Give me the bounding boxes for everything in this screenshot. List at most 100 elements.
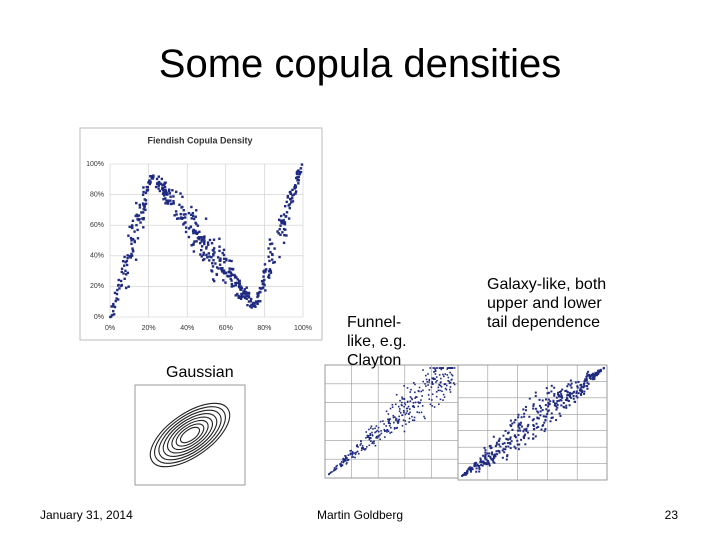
scatter-dot <box>397 422 399 425</box>
scatter-dot <box>431 382 434 384</box>
scatter-dot <box>368 444 371 447</box>
scatter-dot <box>124 286 128 290</box>
scatter-dot <box>580 392 583 395</box>
scatter-dot <box>565 389 568 392</box>
scatter-dot <box>585 377 588 380</box>
scatter-dot <box>386 428 389 431</box>
scatter-dot <box>282 213 286 216</box>
scatter-dot <box>408 417 411 420</box>
scatter-dot <box>534 391 537 394</box>
scatter-dot <box>444 387 447 390</box>
scatter-dot <box>273 247 276 250</box>
scatter-dot <box>481 464 484 467</box>
scatter-dot <box>463 473 466 476</box>
scatter-dot <box>368 428 370 431</box>
scatter-dot <box>526 425 529 428</box>
scatter-dot <box>531 419 534 422</box>
scatter-dot <box>560 393 563 396</box>
scatter-dot <box>130 239 133 242</box>
scatter-dot <box>597 369 600 372</box>
scatter-dot <box>523 434 526 437</box>
scatter-dot <box>449 367 452 369</box>
scatter-dot <box>192 217 196 221</box>
scatter-dot <box>550 390 553 393</box>
scatter-dot <box>195 240 198 243</box>
scatter-dot <box>279 233 282 237</box>
scatter-dot <box>567 399 570 402</box>
scatter-dot <box>167 200 170 203</box>
scatter-dot <box>125 259 129 263</box>
scatter-dot <box>542 424 545 427</box>
scatter-dot <box>362 446 364 449</box>
scatter-dot <box>123 277 126 280</box>
scatter-dot <box>576 385 579 388</box>
scatter-dot <box>450 373 453 376</box>
scatter-dot <box>144 208 147 211</box>
scatter-dot <box>212 238 216 241</box>
scatter-dot <box>255 300 259 304</box>
scatter-dot <box>222 269 226 272</box>
scatter-dot <box>449 386 452 388</box>
scatter-dot <box>233 276 237 279</box>
scatter-dot <box>373 442 375 445</box>
scatter-dot <box>443 396 446 398</box>
scatter-dot <box>281 231 284 234</box>
scatter-dot <box>206 256 209 259</box>
scatter-dot <box>258 286 262 290</box>
scatter-dot <box>411 415 413 418</box>
scatter-dot <box>157 175 161 178</box>
scatter-dot <box>142 208 145 211</box>
scatter-dot <box>243 296 247 300</box>
scatter-dot <box>509 419 512 422</box>
scatter-dot <box>189 225 192 229</box>
scatter-dot <box>112 309 115 313</box>
scatter-dot <box>380 430 382 432</box>
scatter-dot <box>520 416 523 419</box>
scatter-dot <box>283 223 287 226</box>
scatter-dot <box>558 399 561 402</box>
scatter-dot <box>230 285 233 288</box>
scatter-dot <box>205 253 208 257</box>
scatter-dot <box>514 434 517 437</box>
scatter-dot <box>435 376 438 378</box>
scatter-dot <box>375 430 378 433</box>
y-tick-label: 40% <box>90 253 104 260</box>
scatter-dot <box>369 432 372 435</box>
scatter-dot <box>263 271 266 274</box>
scatter-dot <box>481 461 484 464</box>
scatter-dot <box>403 430 406 433</box>
scatter-dot <box>406 410 409 412</box>
scatter-dot <box>503 442 506 445</box>
scatter-dot <box>394 419 397 421</box>
scatter-dot <box>545 398 548 401</box>
scatter-dot <box>413 406 416 409</box>
scatter-dot <box>440 386 443 388</box>
scatter-dot <box>579 384 582 387</box>
scatter-dot <box>570 382 573 385</box>
scatter-dot <box>269 251 272 254</box>
scatter-dot <box>441 390 443 393</box>
scatter-dot <box>474 464 477 467</box>
scatter-dot <box>229 274 232 278</box>
scatter-dot <box>217 267 220 270</box>
scatter-dot <box>261 282 264 286</box>
scatter-dot <box>335 468 337 471</box>
scatter-dot <box>162 197 165 201</box>
scatter-dot <box>522 435 525 438</box>
scatter-dot <box>575 395 578 398</box>
scatter-dot <box>198 237 201 241</box>
scatter-dot <box>379 420 382 423</box>
scatter-dot <box>518 422 521 425</box>
scatter-dot <box>228 270 231 273</box>
scatter-dot <box>511 422 514 425</box>
scatter-dot <box>200 240 203 243</box>
scatter-dot <box>484 453 487 456</box>
scatter-dot <box>414 383 416 386</box>
scatter-dot <box>522 430 525 433</box>
scatter-dot <box>268 259 271 263</box>
scatter-dot <box>569 393 572 396</box>
scatter-dot <box>293 187 296 190</box>
scatter-dot <box>367 435 370 437</box>
scatter-dot <box>203 242 206 246</box>
scatter-dot <box>585 375 588 378</box>
